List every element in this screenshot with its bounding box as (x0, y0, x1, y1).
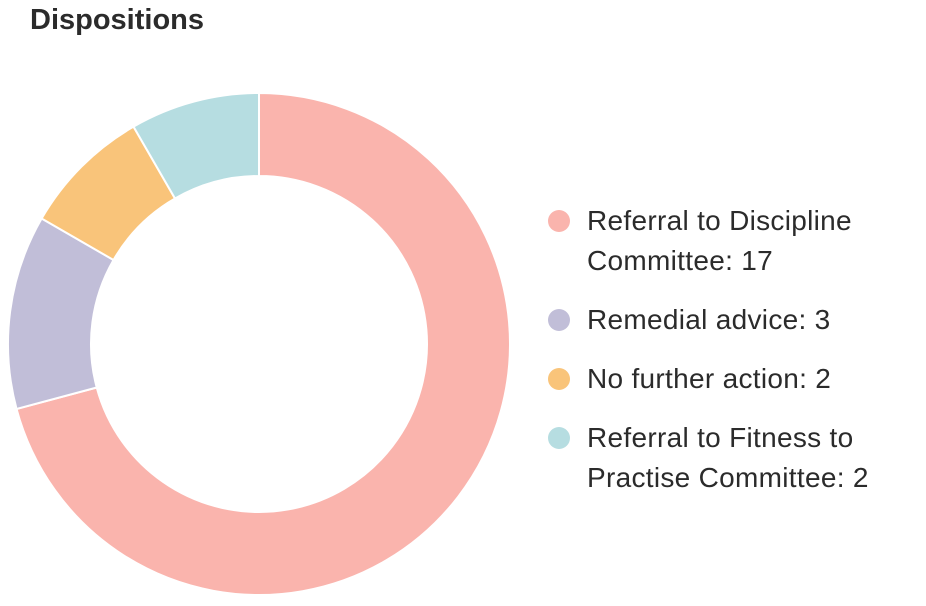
legend-label: No further action: 2 (587, 363, 832, 394)
legend-label: Remedial advice: 3 (587, 304, 831, 335)
legend-label: Referral to Discipline Committee: 17 (587, 205, 852, 276)
legend-label: Referral to Fitness to Practise Committe… (587, 422, 869, 493)
slice (15, 91, 511, 596)
legend-item: Referral to Discipline Committee: 17 (548, 201, 926, 281)
legend-swatch (548, 210, 570, 232)
legend: Referral to Discipline Committee: 17 Reme… (548, 201, 926, 517)
legend-item: Remedial advice: 3 (548, 300, 926, 340)
legend-swatch (548, 368, 570, 390)
legend-swatch (548, 309, 570, 331)
legend-item: No further action: 2 (548, 359, 926, 399)
legend-swatch (548, 427, 570, 449)
slice (132, 91, 260, 200)
chart-title: Dispositions (30, 4, 205, 36)
legend-item: Referral to Fitness to Practise Committe… (548, 418, 926, 498)
